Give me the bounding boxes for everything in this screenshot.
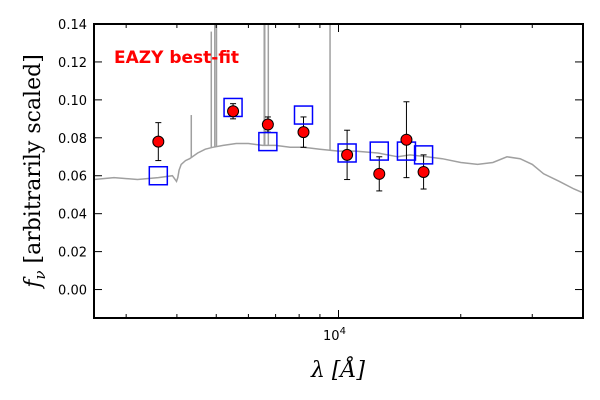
model-point — [413, 145, 434, 165]
observed-point — [261, 118, 274, 131]
model-marker-layer — [148, 97, 434, 186]
model-point — [148, 165, 169, 186]
y-tick-label: 0.10 — [58, 94, 87, 109]
y-axis-label: fν [arbitrarily scaled] — [21, 54, 49, 290]
observed-point — [417, 165, 430, 178]
tick-layer: 0.00 0.02 0.04 0.06 0.08 0.10 0.12 0.14 104 — [58, 18, 583, 344]
x-axis-label: λ [Å] — [310, 355, 365, 383]
y-tick-label: 0.06 — [58, 170, 87, 185]
observed-point — [227, 105, 240, 118]
model-point — [258, 131, 278, 152]
model-point — [337, 143, 357, 163]
y-tick-label: 0.04 — [58, 208, 87, 223]
template-spectrum-line — [94, 142, 583, 194]
observed-point — [341, 148, 354, 161]
y-tick-label: 0.00 — [58, 284, 87, 299]
y-tick-label: 0.14 — [58, 18, 87, 33]
errorbar-layer — [155, 101, 427, 192]
observed-point — [373, 167, 386, 180]
x-tick-label: 104 — [323, 326, 346, 344]
observed-point — [400, 133, 413, 146]
model-point — [293, 105, 314, 125]
y-tick-label: 0.12 — [58, 56, 87, 71]
y-tick-label: 0.08 — [58, 132, 87, 147]
model-point — [369, 141, 390, 161]
observed-marker-layer — [152, 105, 430, 180]
chart-annotation: EAZY best-fit — [114, 48, 239, 68]
observed-point — [152, 135, 165, 148]
observed-point — [297, 126, 310, 139]
y-tick-label: 0.02 — [58, 246, 87, 261]
